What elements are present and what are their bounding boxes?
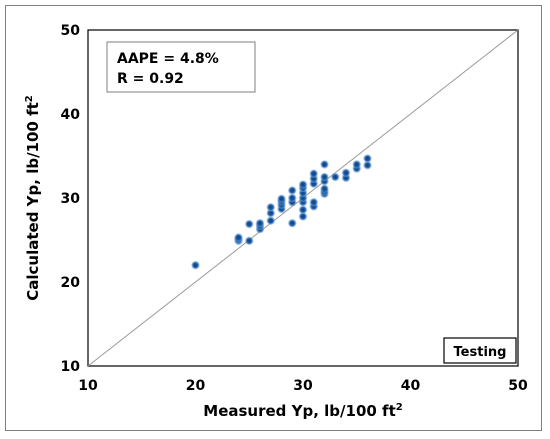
x-axis-title: Measured Yp, lb/100 ft2: [203, 402, 402, 420]
data-point: [352, 160, 362, 169]
data-point: [244, 236, 254, 246]
data-point: [255, 218, 265, 228]
x-tick-label: 40: [401, 378, 421, 394]
y-tick-label: 10: [61, 359, 81, 375]
x-tick-label: 10: [78, 378, 98, 394]
stats-box: [106, 41, 256, 93]
data-point: [266, 216, 276, 225]
data-point: [309, 169, 319, 178]
data-point: [234, 233, 243, 242]
x-tick-label: 50: [508, 378, 528, 394]
y-axis-title-text: Calculated Yp, lb/100 ft: [24, 102, 42, 301]
y-tick-label: 30: [61, 191, 81, 207]
data-point: [266, 208, 276, 218]
r-label: R = 0.92: [117, 71, 184, 87]
data-point: [277, 194, 286, 204]
x-axis-title-superscript: 2: [396, 402, 403, 413]
data-point: [244, 219, 254, 229]
data-point: [320, 160, 329, 169]
data-point: [298, 205, 308, 215]
data-point: [191, 260, 200, 270]
y-tick-label: 40: [61, 107, 81, 123]
y-tick-label: 50: [61, 23, 81, 39]
data-point: [309, 197, 319, 207]
aape-label: AAPE = 4.8%: [117, 51, 219, 67]
data-point: [363, 160, 372, 170]
chart-frame: [5, 5, 542, 431]
x-tick-label: 30: [293, 378, 313, 394]
data-point: [287, 193, 297, 203]
data-point: [330, 172, 340, 182]
testing-label: Testing: [454, 345, 507, 360]
data-point: [363, 154, 372, 163]
y-axis-ticks: 10 20 30 40 50: [61, 23, 81, 375]
y-axis-title-superscript: 2: [24, 95, 35, 102]
y-axis-title: Calculated Yp, lb/100 ft2: [24, 95, 42, 301]
data-point: [320, 184, 329, 194]
y-tick-label: 20: [61, 275, 81, 291]
x-axis-ticks: 10 20 30 40 50: [78, 378, 528, 394]
x-tick-label: 20: [186, 378, 206, 394]
data-point: [298, 180, 308, 189]
data-point: [320, 172, 329, 182]
data-point: [298, 212, 308, 221]
data-points: [191, 154, 372, 270]
x-axis-title-text: Measured Yp, lb/100 ft: [203, 402, 395, 420]
data-point: [266, 202, 276, 212]
data-point: [287, 186, 297, 195]
data-point: [287, 218, 297, 228]
testing-box: [443, 337, 517, 364]
data-point: [341, 168, 351, 178]
